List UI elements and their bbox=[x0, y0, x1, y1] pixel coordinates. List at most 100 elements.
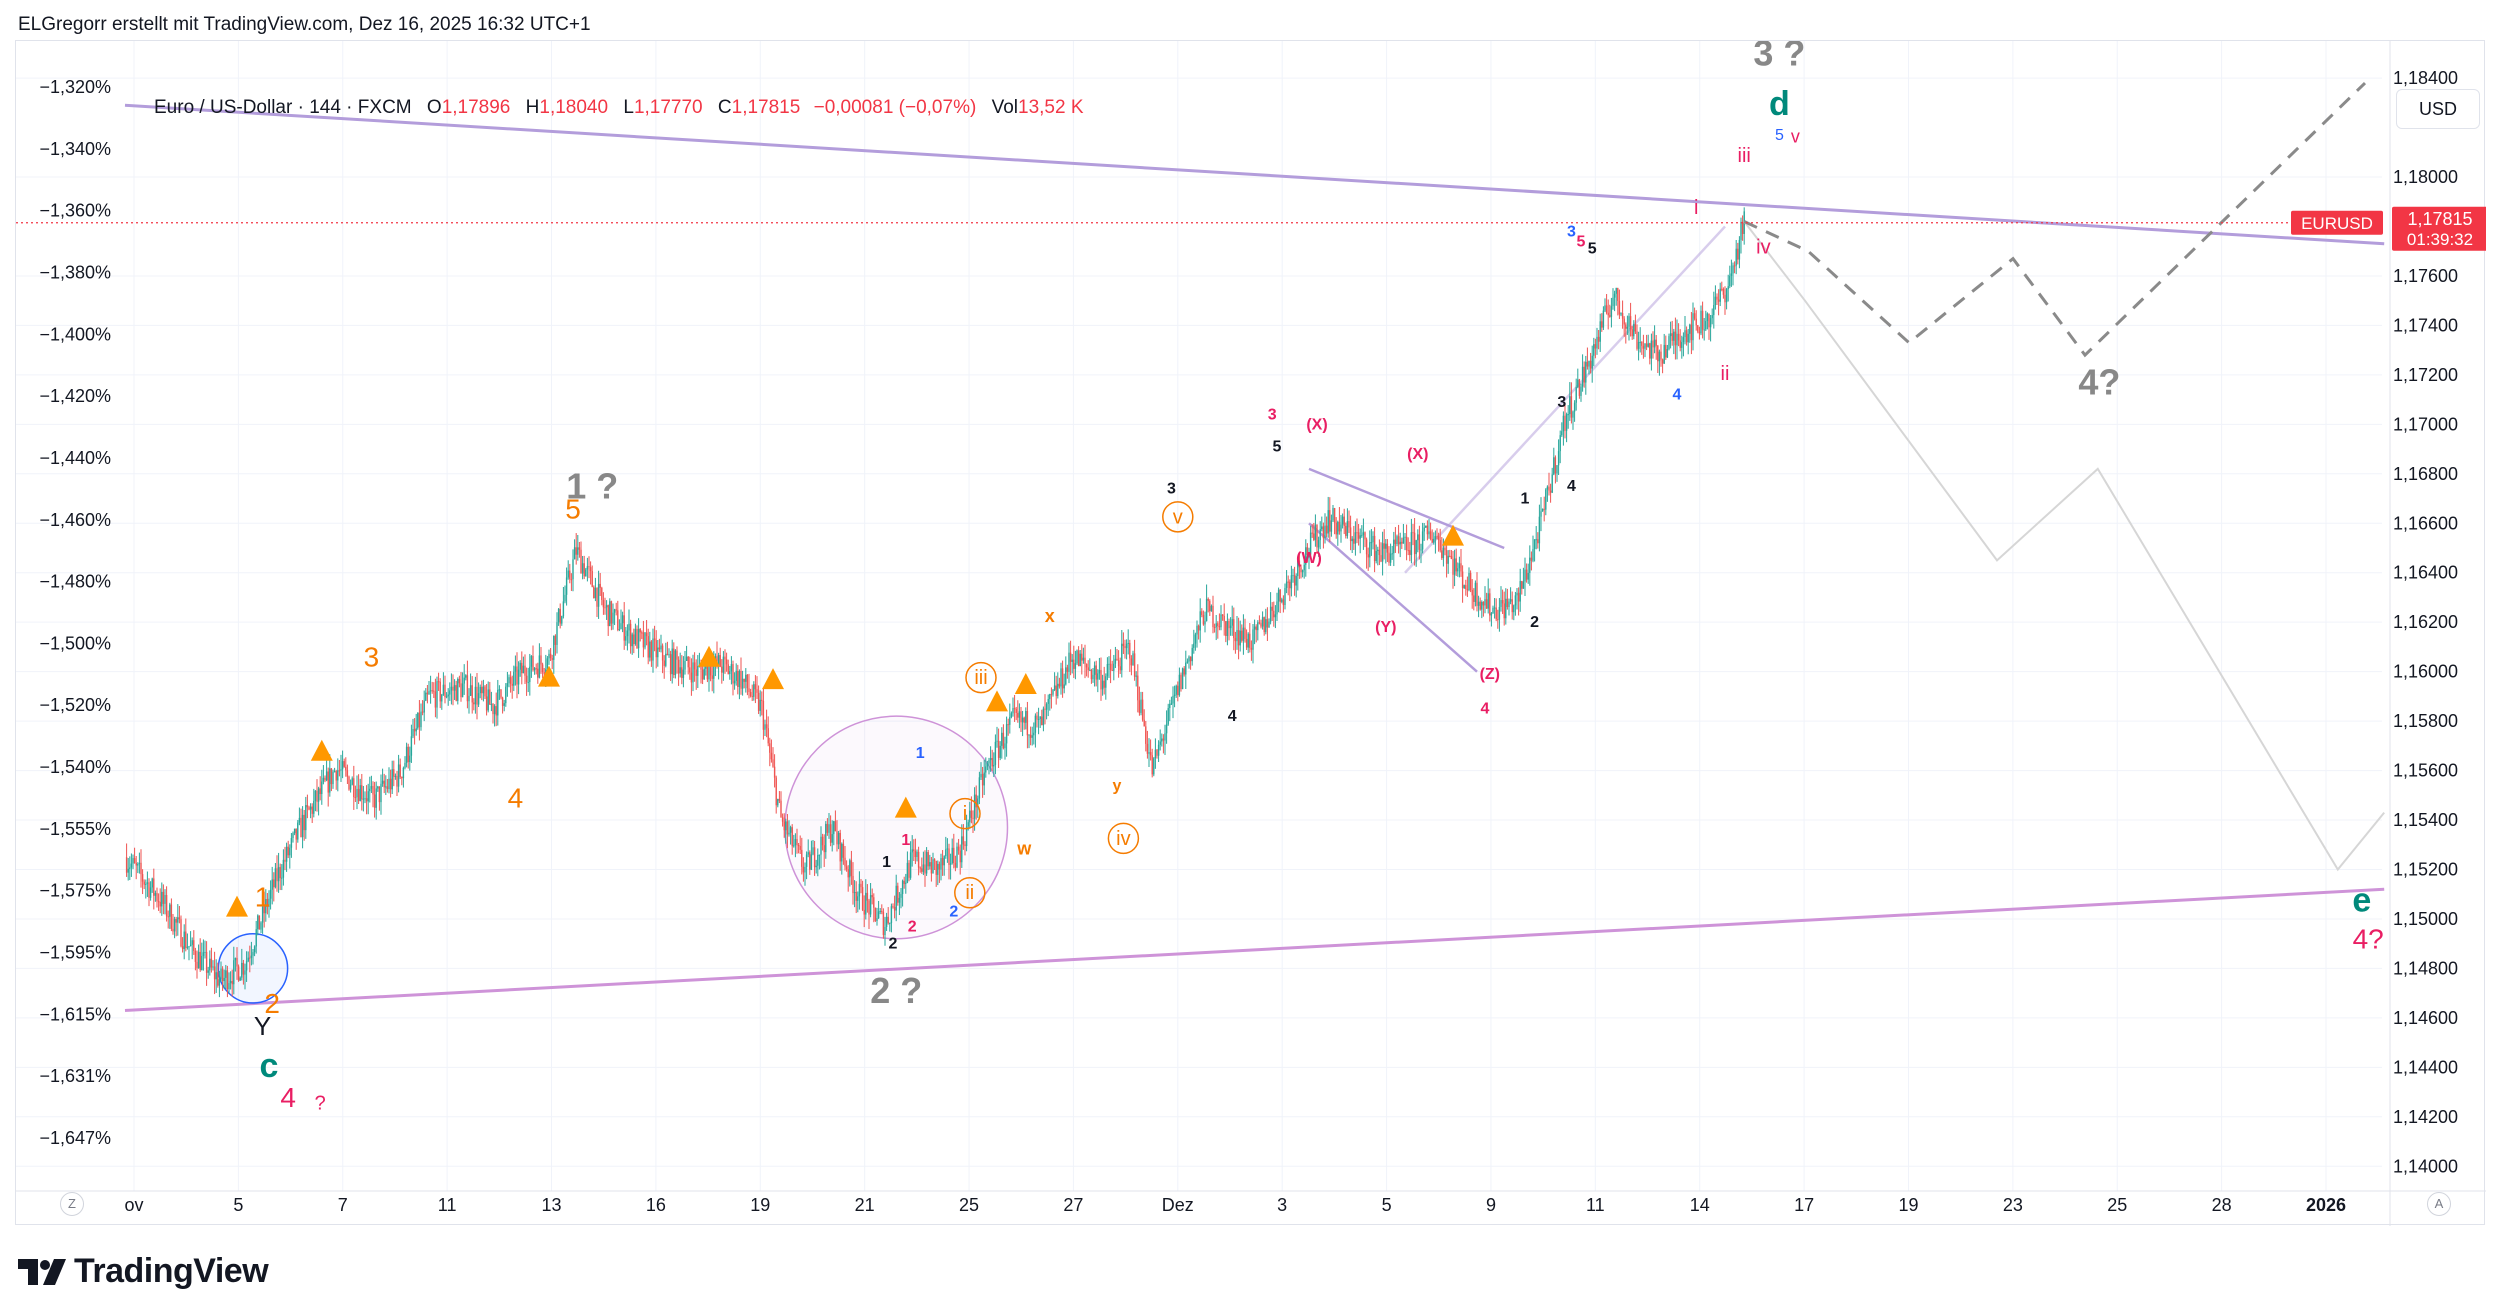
candle-body bbox=[1244, 627, 1246, 639]
triangle-marker[interactable] bbox=[762, 668, 784, 690]
candle-body bbox=[1300, 567, 1302, 573]
auto-scale-left-button[interactable]: Z bbox=[60, 1192, 84, 1216]
candle-body bbox=[1063, 684, 1065, 689]
candle-body bbox=[1421, 531, 1424, 550]
candle-body bbox=[789, 827, 792, 833]
candle-body bbox=[1151, 755, 1153, 775]
triangle-marker[interactable] bbox=[1442, 524, 1464, 546]
candle-body bbox=[772, 759, 774, 767]
candle-body bbox=[1356, 532, 1358, 534]
candle-body bbox=[581, 563, 584, 574]
candle-body bbox=[127, 868, 129, 873]
candle-body bbox=[615, 609, 617, 611]
wave-label: (Z) bbox=[1480, 666, 1500, 683]
candle-body bbox=[777, 798, 779, 806]
currency-selector[interactable]: USD bbox=[2396, 89, 2480, 129]
candle-body bbox=[498, 689, 501, 691]
symbol-title[interactable]: Euro / US-Dollar · 144 · FXCM bbox=[154, 97, 412, 118]
candle-body bbox=[1129, 642, 1131, 659]
candle-body bbox=[1604, 305, 1606, 311]
candle-body bbox=[821, 836, 824, 846]
wave-label: 4 bbox=[1228, 708, 1237, 725]
wave-label: 1 ? bbox=[566, 466, 618, 507]
price-axis-tick: 1,14400 bbox=[2393, 1057, 2458, 1077]
triangle-marker[interactable] bbox=[1014, 673, 1037, 695]
candle-body bbox=[1692, 313, 1694, 341]
candle-body bbox=[377, 786, 379, 789]
candle-body bbox=[1410, 532, 1413, 555]
candle-body bbox=[364, 798, 366, 800]
candle-body bbox=[1721, 288, 1723, 290]
triangle-marker[interactable] bbox=[538, 665, 560, 687]
candle-body bbox=[1338, 521, 1341, 532]
candle-body bbox=[826, 823, 829, 833]
candle-body bbox=[764, 724, 766, 730]
trendline[interactable] bbox=[124, 103, 2385, 246]
candle-body bbox=[1028, 734, 1030, 736]
candle-body bbox=[1727, 286, 1729, 290]
candle-body bbox=[489, 689, 491, 705]
candle-body bbox=[901, 880, 904, 895]
candle-body bbox=[172, 928, 174, 932]
low-label: L bbox=[623, 97, 634, 118]
wave-label: 5 bbox=[1775, 127, 1784, 144]
candle-body bbox=[1284, 587, 1286, 606]
candle-body bbox=[618, 629, 621, 631]
candle-body bbox=[857, 896, 859, 901]
trendline[interactable] bbox=[124, 887, 2385, 1012]
candle-body bbox=[511, 683, 513, 686]
candle-body bbox=[465, 675, 467, 678]
candle-body bbox=[303, 814, 305, 831]
candle-body bbox=[1305, 547, 1307, 565]
candle-body bbox=[305, 805, 307, 831]
trendline[interactable] bbox=[1308, 522, 1478, 673]
candle-body bbox=[1463, 585, 1465, 589]
candle-body bbox=[642, 632, 645, 648]
candle-body bbox=[1553, 457, 1555, 475]
candle-body bbox=[469, 685, 472, 696]
time-axis-tick: 11 bbox=[1586, 1195, 1605, 1215]
highlight-circle[interactable] bbox=[784, 715, 1009, 940]
wave-label: 2 ? bbox=[870, 970, 922, 1011]
trendline[interactable] bbox=[1308, 467, 1505, 550]
candle-body bbox=[474, 686, 477, 705]
candle-body bbox=[345, 766, 347, 771]
candle-body bbox=[1458, 563, 1461, 569]
wave-label: 2 bbox=[949, 903, 958, 920]
auto-scale-right-button[interactable]: A bbox=[2427, 1192, 2451, 1216]
wave-label-circle bbox=[954, 877, 986, 909]
candle-body bbox=[393, 769, 395, 777]
candle-body bbox=[385, 786, 387, 788]
triangle-marker[interactable] bbox=[894, 796, 917, 818]
triangle-marker[interactable] bbox=[310, 739, 333, 761]
candle-body bbox=[949, 863, 952, 865]
candle-body bbox=[1212, 605, 1214, 628]
candle-body bbox=[690, 672, 693, 683]
candle-body bbox=[839, 832, 841, 862]
candle-body bbox=[1306, 547, 1309, 555]
projection-path-alt[interactable] bbox=[1743, 220, 2385, 872]
time-axis-tick: 3 bbox=[1277, 1195, 1287, 1215]
price-axis-tick: 1,16000 bbox=[2393, 662, 2458, 682]
price-chart[interactable]: 1,18400 1,18000 1,17600 1,17400 1,17200 1,170… bbox=[16, 41, 2486, 1226]
candle-body bbox=[1433, 538, 1435, 543]
triangle-marker[interactable] bbox=[986, 690, 1008, 712]
candle-body bbox=[655, 640, 657, 658]
triangle-marker[interactable] bbox=[226, 895, 248, 917]
price-axis-tick: 1,14800 bbox=[2393, 958, 2458, 978]
candle-body bbox=[735, 670, 737, 681]
candle-body bbox=[1193, 643, 1195, 648]
percent-axis-tick: −1,340% bbox=[39, 139, 111, 159]
trendline[interactable] bbox=[1404, 225, 1726, 574]
candle-body bbox=[1164, 733, 1166, 741]
highlight-circle[interactable] bbox=[217, 933, 289, 1004]
percent-axis-tick: −1,380% bbox=[39, 262, 111, 282]
candle-body bbox=[837, 832, 840, 845]
triangle-marker[interactable] bbox=[698, 645, 720, 667]
tradingview-logo-text: TradingView bbox=[74, 1252, 269, 1290]
candle-body bbox=[1577, 379, 1579, 388]
candle-body bbox=[1029, 734, 1032, 738]
projection-path-dashed[interactable] bbox=[1743, 81, 2367, 358]
candle-body bbox=[1117, 660, 1120, 667]
candle-body bbox=[233, 960, 235, 985]
